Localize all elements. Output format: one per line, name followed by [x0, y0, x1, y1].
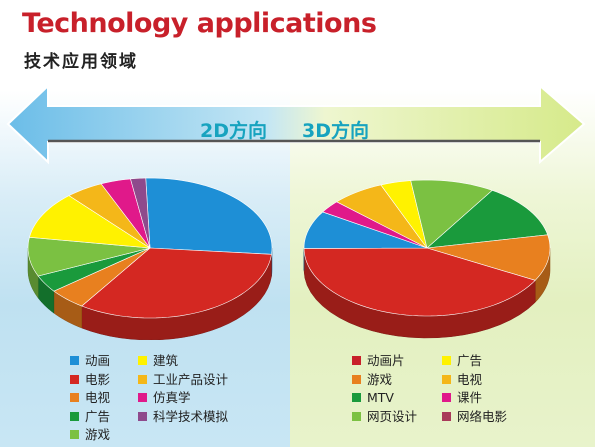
- pie-slice-MTV: [426, 189, 549, 249]
- page-subtitle: 技术应用领域: [24, 52, 138, 72]
- legend-swatch: [70, 356, 79, 365]
- legend-item: 电影: [70, 371, 110, 390]
- legend-2d-column: 动画电影电视广告游戏: [70, 352, 110, 445]
- legend-label: 游戏: [367, 371, 393, 387]
- legend-label: 仿真学: [153, 390, 191, 405]
- legend-label: MTV: [367, 390, 394, 405]
- legend-label: 课件: [457, 390, 483, 405]
- legend-item: 游戏: [352, 371, 417, 390]
- pie-slice-工业产品设计: [68, 183, 151, 249]
- legend-label: 电视: [457, 371, 483, 387]
- legend-swatch: [70, 430, 79, 439]
- label-2d-direction: 2D方向: [200, 120, 267, 142]
- legend-item: 仿真学: [138, 389, 228, 408]
- pie-2d: [27, 177, 273, 340]
- legend-label: 工业产品设计: [153, 371, 229, 387]
- pie-slice-课件: [426, 234, 551, 281]
- legend-label: 广告: [457, 353, 483, 368]
- pie-slice-科学技术模拟: [130, 177, 151, 249]
- legend-2d-column: 建筑工业产品设计 仿真学科学技术模拟: [138, 352, 228, 426]
- legend-swatch: [442, 374, 451, 384]
- legend-swatch: [352, 374, 361, 384]
- legend-label: 网络电影: [457, 408, 508, 424]
- page-title: Technology applications: [22, 8, 377, 39]
- pie-slice-动画片: [303, 247, 536, 317]
- legend-swatch: [138, 411, 147, 421]
- legend-item: MTV: [352, 389, 417, 408]
- legend-swatch: [442, 393, 451, 402]
- legend-swatch: [138, 374, 147, 384]
- legend-swatch: [138, 393, 147, 402]
- pie-slice-动画: [145, 177, 273, 255]
- label-3d-direction: 3D方向: [302, 120, 369, 142]
- legend-swatch: [442, 411, 451, 421]
- legend-swatch: [352, 411, 361, 421]
- legend-label: 电视: [85, 390, 111, 405]
- legend-label: 游戏: [85, 427, 111, 442]
- legend-item: 广告: [70, 408, 110, 427]
- legend-item: 游戏: [70, 426, 110, 445]
- legend-item: 电视: [442, 371, 507, 390]
- pie-slice-网页设计: [303, 211, 428, 249]
- legend-swatch: [352, 393, 361, 402]
- legend-swatch: [138, 356, 147, 365]
- legend-item: 电视: [70, 389, 110, 408]
- pie-slice-电视: [53, 247, 151, 307]
- pie-slice-仿真学: [100, 178, 151, 249]
- legend-swatch: [70, 411, 79, 421]
- legend-item: 工业产品设计: [138, 371, 228, 390]
- legend-label: 网页设计: [367, 408, 418, 424]
- legend-label: 动画: [85, 353, 111, 368]
- legend-swatch: [70, 374, 79, 384]
- legend-label: 电影: [85, 371, 111, 387]
- legend-swatch: [352, 356, 361, 365]
- legend-label: 科学技术模拟: [153, 408, 229, 424]
- pie-slice-电影: [81, 247, 272, 319]
- pie-slice-广告: [380, 180, 428, 249]
- pie-3d: [303, 179, 551, 339]
- legend-swatch: [442, 356, 451, 365]
- legend-label: 建筑: [153, 353, 179, 368]
- legend-swatch: [70, 393, 79, 402]
- legend-label: 动画片: [367, 353, 405, 368]
- pie-slice-电视: [410, 179, 493, 249]
- legend-3d-column: 动画片游戏 MTV 网页设计: [352, 352, 417, 426]
- pie-slice-建筑: [29, 195, 151, 249]
- pie-charts: [27, 177, 551, 340]
- legend-item: 广告: [442, 352, 507, 371]
- pie-slice-游戏: [336, 184, 428, 249]
- legend-item: 动画: [70, 352, 110, 371]
- double-arrow-shape: [6, 83, 586, 165]
- pie-slice-游戏: [27, 236, 151, 277]
- legend-item: 网络电影: [442, 408, 507, 427]
- legend-item: 动画片: [352, 352, 417, 371]
- legend-item: 网页设计: [352, 408, 417, 427]
- direction-arrow: [6, 83, 586, 165]
- legend-label: 广告: [85, 408, 111, 424]
- legend-3d-column: 广告电视课件网络电影: [442, 352, 507, 426]
- legend-item: 课件: [442, 389, 507, 408]
- legend-item: 建筑: [138, 352, 228, 371]
- pie-slice-广告: [37, 247, 151, 292]
- pie-slice-网络电影: [322, 201, 428, 249]
- legend-item: 科学技术模拟: [138, 408, 228, 427]
